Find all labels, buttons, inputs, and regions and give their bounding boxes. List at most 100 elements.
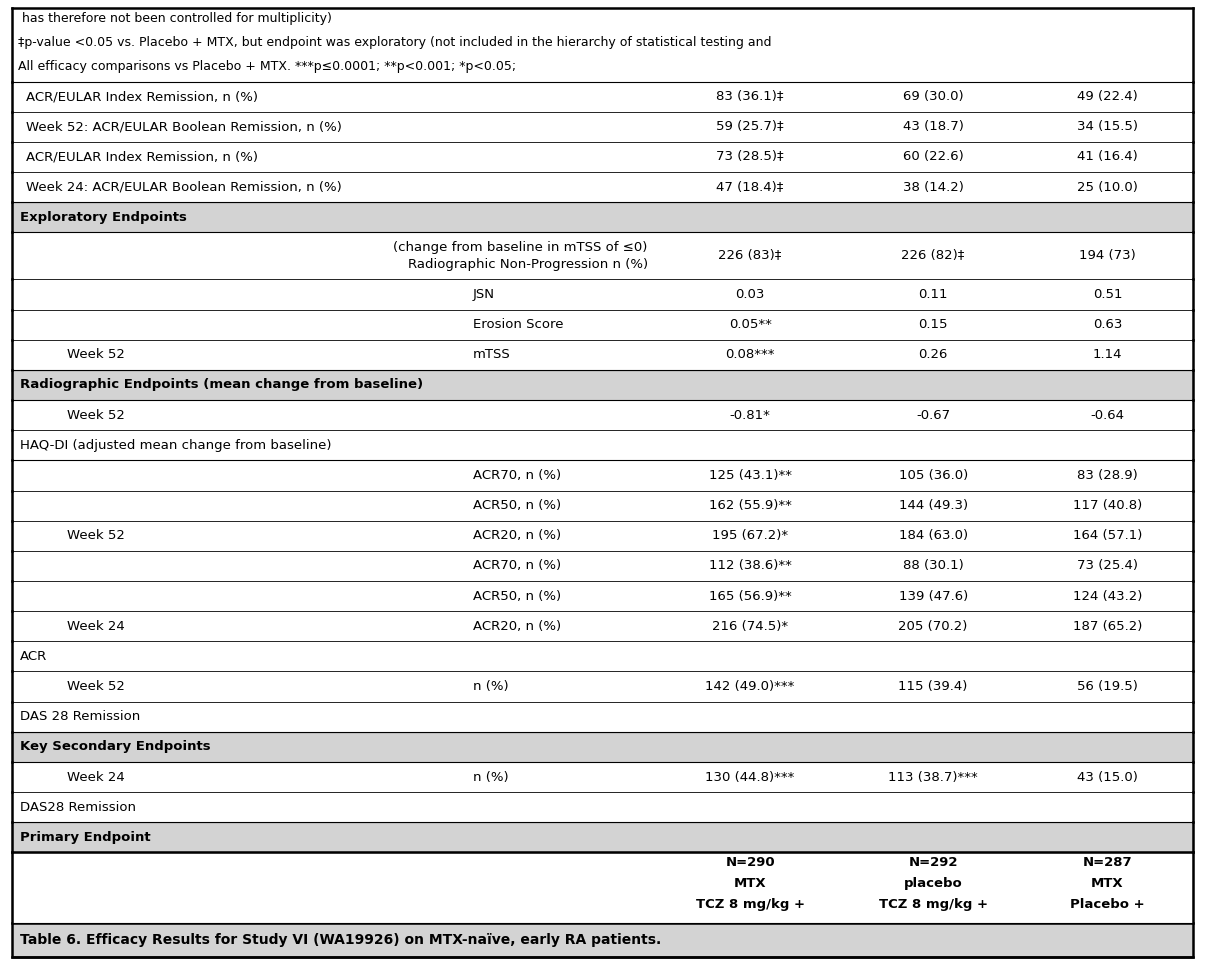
Text: 0.03: 0.03 bbox=[735, 288, 765, 301]
Text: 0.26: 0.26 bbox=[918, 348, 948, 361]
Text: 125 (43.1)**: 125 (43.1)** bbox=[709, 469, 792, 482]
Text: Key Secondary Endpoints: Key Secondary Endpoints bbox=[20, 740, 211, 754]
Text: 142 (49.0)***: 142 (49.0)*** bbox=[705, 680, 795, 693]
Text: 226 (83)‡: 226 (83)‡ bbox=[718, 249, 782, 262]
Text: ACR70, n (%): ACR70, n (%) bbox=[472, 469, 560, 482]
Text: 165 (56.9)**: 165 (56.9)** bbox=[709, 590, 792, 602]
Bar bbox=[12, 460, 1193, 490]
Text: DAS 28 Remission: DAS 28 Remission bbox=[20, 710, 140, 723]
Bar bbox=[12, 340, 1193, 370]
Bar bbox=[12, 81, 1193, 112]
Text: 0.51: 0.51 bbox=[1093, 288, 1122, 301]
Text: 43 (18.7): 43 (18.7) bbox=[903, 121, 964, 133]
Bar bbox=[12, 581, 1193, 611]
Text: Exploratory Endpoints: Exploratory Endpoints bbox=[20, 210, 187, 224]
Text: 60 (22.6): 60 (22.6) bbox=[903, 151, 964, 163]
Text: 0.05**: 0.05** bbox=[729, 318, 771, 331]
Text: TCZ 8 mg/kg +: TCZ 8 mg/kg + bbox=[878, 898, 988, 911]
Text: mTSS: mTSS bbox=[472, 348, 511, 361]
Bar bbox=[12, 611, 1193, 642]
Text: ACR/EULAR Index Remission, n (%): ACR/EULAR Index Remission, n (%) bbox=[27, 90, 258, 103]
Text: TCZ 8 mg/kg +: TCZ 8 mg/kg + bbox=[695, 898, 805, 911]
Text: 144 (49.3): 144 (49.3) bbox=[899, 499, 968, 512]
Text: 83 (28.9): 83 (28.9) bbox=[1077, 469, 1138, 482]
Text: ACR70, n (%): ACR70, n (%) bbox=[472, 560, 560, 572]
Text: 34 (15.5): 34 (15.5) bbox=[1077, 121, 1138, 133]
Text: 195 (67.2)*: 195 (67.2)* bbox=[712, 529, 788, 542]
Text: 216 (74.5)*: 216 (74.5)* bbox=[712, 620, 788, 633]
Text: Table 6. Efficacy Results for Study VI (WA19926) on MTX-naïve, early RA patients: Table 6. Efficacy Results for Study VI (… bbox=[20, 933, 662, 947]
Bar bbox=[12, 551, 1193, 581]
Text: ACR/EULAR Index Remission, n (%): ACR/EULAR Index Remission, n (%) bbox=[27, 151, 258, 163]
Text: Placebo +: Placebo + bbox=[1070, 898, 1145, 911]
Bar bbox=[12, 731, 1193, 762]
Bar bbox=[12, 672, 1193, 702]
Text: 130 (44.8)***: 130 (44.8)*** bbox=[705, 770, 795, 784]
Bar bbox=[12, 762, 1193, 792]
Bar bbox=[12, 924, 1193, 957]
Text: ACR20, n (%): ACR20, n (%) bbox=[472, 620, 560, 633]
Text: JSN: JSN bbox=[472, 288, 495, 301]
Bar bbox=[12, 142, 1193, 172]
Text: 69 (30.0): 69 (30.0) bbox=[903, 90, 964, 103]
Bar bbox=[12, 642, 1193, 672]
Text: 43 (15.0): 43 (15.0) bbox=[1077, 770, 1138, 784]
Text: 49 (22.4): 49 (22.4) bbox=[1077, 90, 1138, 103]
Text: 113 (38.7)***: 113 (38.7)*** bbox=[888, 770, 978, 784]
Text: (change from baseline in mTSS of ≤0): (change from baseline in mTSS of ≤0) bbox=[393, 241, 647, 254]
Text: MTX: MTX bbox=[1091, 877, 1124, 890]
Text: Week 52: ACR/EULAR Boolean Remission, n (%): Week 52: ACR/EULAR Boolean Remission, n … bbox=[27, 121, 342, 133]
Text: 226 (82)‡: 226 (82)‡ bbox=[901, 249, 965, 262]
Text: HAQ-DI (adjusted mean change from baseline): HAQ-DI (adjusted mean change from baseli… bbox=[20, 439, 331, 452]
Bar bbox=[12, 852, 1193, 924]
Text: 83 (36.1)‡: 83 (36.1)‡ bbox=[717, 90, 784, 103]
Text: 112 (38.6)**: 112 (38.6)** bbox=[709, 560, 792, 572]
Text: n (%): n (%) bbox=[472, 680, 509, 693]
Text: ACR50, n (%): ACR50, n (%) bbox=[472, 590, 560, 602]
Bar bbox=[12, 310, 1193, 340]
Text: 105 (36.0): 105 (36.0) bbox=[899, 469, 968, 482]
Text: 41 (16.4): 41 (16.4) bbox=[1077, 151, 1138, 163]
Bar bbox=[12, 792, 1193, 822]
Text: 73 (28.5)‡: 73 (28.5)‡ bbox=[716, 151, 784, 163]
Text: ‡p-value <0.05 vs. Placebo + MTX, but endpoint was exploratory (not included in : ‡p-value <0.05 vs. Placebo + MTX, but en… bbox=[18, 36, 771, 49]
Text: 205 (70.2): 205 (70.2) bbox=[899, 620, 968, 633]
Bar bbox=[12, 822, 1193, 852]
Text: 88 (30.1): 88 (30.1) bbox=[903, 560, 964, 572]
Bar bbox=[12, 172, 1193, 202]
Text: 184 (63.0): 184 (63.0) bbox=[899, 529, 968, 542]
Bar bbox=[12, 280, 1193, 310]
Text: ACR: ACR bbox=[20, 649, 47, 663]
Text: N=287: N=287 bbox=[1082, 856, 1133, 868]
Text: 59 (25.7)‡: 59 (25.7)‡ bbox=[716, 121, 784, 133]
Text: 25 (10.0): 25 (10.0) bbox=[1077, 180, 1138, 194]
Text: 139 (47.6): 139 (47.6) bbox=[899, 590, 968, 602]
Text: N=290: N=290 bbox=[725, 856, 775, 868]
Text: n (%): n (%) bbox=[472, 770, 509, 784]
Text: 162 (55.9)**: 162 (55.9)** bbox=[709, 499, 792, 512]
Text: 56 (19.5): 56 (19.5) bbox=[1077, 680, 1138, 693]
Text: Erosion Score: Erosion Score bbox=[472, 318, 563, 331]
Text: Week 52: Week 52 bbox=[67, 680, 125, 693]
Text: 0.08***: 0.08*** bbox=[725, 348, 775, 361]
Text: 73 (25.4): 73 (25.4) bbox=[1077, 560, 1138, 572]
Text: 117 (40.8): 117 (40.8) bbox=[1072, 499, 1142, 512]
Text: Week 52: Week 52 bbox=[67, 408, 125, 422]
Bar bbox=[12, 430, 1193, 460]
Text: MTX: MTX bbox=[734, 877, 766, 890]
Text: Primary Endpoint: Primary Endpoint bbox=[20, 831, 151, 843]
Text: 124 (43.2): 124 (43.2) bbox=[1072, 590, 1142, 602]
Text: 38 (14.2): 38 (14.2) bbox=[903, 180, 964, 194]
Text: placebo: placebo bbox=[904, 877, 963, 890]
Text: Week 52: Week 52 bbox=[67, 529, 125, 542]
Text: 187 (65.2): 187 (65.2) bbox=[1072, 620, 1142, 633]
Text: ACR50, n (%): ACR50, n (%) bbox=[472, 499, 560, 512]
Bar bbox=[12, 400, 1193, 430]
Text: has therefore not been controlled for multiplicity): has therefore not been controlled for mu… bbox=[18, 13, 331, 25]
Text: -0.81*: -0.81* bbox=[730, 408, 770, 422]
Bar bbox=[12, 112, 1193, 142]
Text: Radiographic Endpoints (mean change from baseline): Radiographic Endpoints (mean change from… bbox=[20, 378, 423, 392]
Text: 115 (39.4): 115 (39.4) bbox=[899, 680, 968, 693]
Bar bbox=[12, 370, 1193, 400]
Text: N=292: N=292 bbox=[909, 856, 958, 868]
